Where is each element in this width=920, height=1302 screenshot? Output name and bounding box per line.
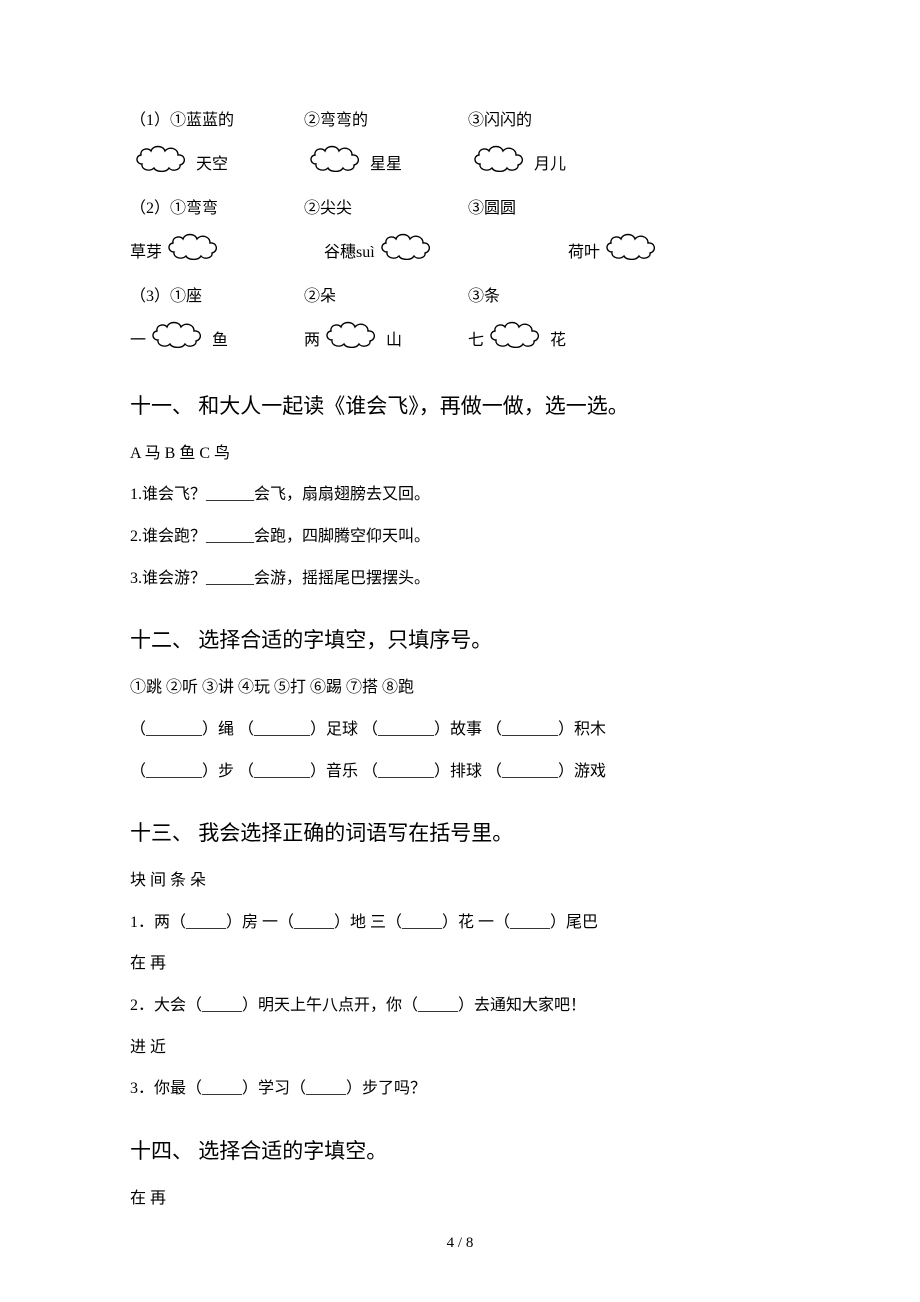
label: ②朵 [304, 276, 464, 318]
q10-row2-labels: （2）①弯弯 ②尖尖 ③圆圆 [130, 188, 790, 230]
q11-options: A 马 B 鱼 C 鸟 [130, 433, 790, 475]
text: 天空 [196, 156, 228, 173]
q10-row1-clouds: 天空 星星 月儿 [130, 142, 790, 189]
q13-opts: 块 间 条 朵 [130, 860, 790, 902]
q11-item: 1.谁会飞？______会飞，扇扇翅膀去又回。 [130, 474, 790, 516]
cloud-icon [602, 230, 664, 277]
q13-opts: 在 再 [130, 943, 790, 985]
cloud-icon [377, 230, 439, 277]
cloud-icon [322, 318, 384, 365]
q11-title: 十一、 和大人一起读《谁会飞》，再做一做，选一选。 [130, 383, 790, 429]
cloud-icon [164, 230, 226, 277]
q10-row2-clouds: 草芽 谷穗suì 荷叶 [130, 230, 790, 277]
text: 两 [304, 332, 320, 349]
q13-line: 1．两（_____）房 一（_____）地 三（_____）花 一（_____）… [130, 902, 790, 944]
q11-item: 2.谁会跑？______会跑，四脚腾空仰天叫。 [130, 516, 790, 558]
text: 荷叶 [568, 244, 600, 261]
label: ②尖尖 [304, 188, 464, 230]
text: 山 [386, 332, 402, 349]
label: ③闪闪的 [468, 100, 532, 142]
q10-row3-clouds: 一鱼 两山 七花 [130, 318, 790, 365]
text: 一 [130, 332, 146, 349]
q13-opts: 进 近 [130, 1027, 790, 1069]
page-footer: 4 / 8 [0, 1235, 920, 1252]
page: （1）①蓝蓝的 ②弯弯的 ③闪闪的 天空 星星 月儿 （2）①弯弯 ②尖尖 ③圆… [0, 0, 920, 1302]
cloud-icon [132, 142, 194, 189]
q12-row: （_______）绳 （_______）足球 （_______）故事 （____… [130, 709, 790, 751]
label: （2）①弯弯 [130, 188, 300, 230]
label: ③圆圆 [468, 188, 516, 230]
cloud-icon [306, 142, 368, 189]
text: 花 [550, 332, 566, 349]
q13-line: 2．大会（_____）明天上午八点开，你（_____）去通知大家吧！ [130, 985, 790, 1027]
q12-title: 十二、 选择合适的字填空，只填序号。 [130, 617, 790, 663]
label: （3）①座 [130, 276, 300, 318]
q12-options: ①跳 ②听 ③讲 ④玩 ⑤打 ⑥踢 ⑦搭 ⑧跑 [130, 667, 790, 709]
q10-row3-labels: （3）①座 ②朵 ③条 [130, 276, 790, 318]
text: 七 [468, 332, 484, 349]
q11-item: 3.谁会游？______会游，摇摇尾巴摆摆头。 [130, 558, 790, 600]
label: （1）①蓝蓝的 [130, 100, 300, 142]
cloud-icon [486, 318, 548, 365]
label: ③条 [468, 276, 500, 318]
q13-line: 3．你最（_____）学习（_____）步了吗？ [130, 1068, 790, 1110]
q10-row1-labels: （1）①蓝蓝的 ②弯弯的 ③闪闪的 [130, 100, 790, 142]
text: 月儿 [534, 156, 566, 173]
text: 星星 [370, 156, 402, 173]
text: 草芽 [130, 244, 162, 261]
text: 鱼 [212, 332, 228, 349]
q13-title: 十三、 我会选择正确的词语写在括号里。 [130, 810, 790, 856]
q14-opts: 在 再 [130, 1178, 790, 1220]
label: ②弯弯的 [304, 100, 464, 142]
cloud-icon [470, 142, 532, 189]
q12-row: （_______）步 （_______）音乐 （_______）排球 （____… [130, 751, 790, 793]
text: 谷穗suì [324, 244, 375, 261]
q14-title: 十四、 选择合适的字填空。 [130, 1128, 790, 1174]
cloud-icon [148, 318, 210, 365]
